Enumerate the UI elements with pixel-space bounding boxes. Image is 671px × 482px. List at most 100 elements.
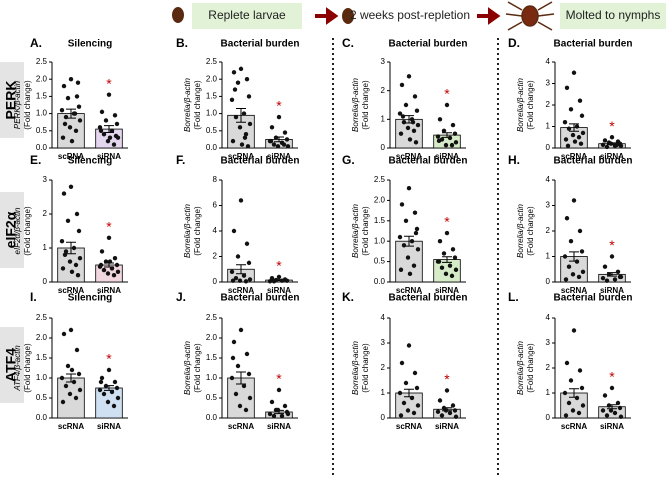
- data-point: [562, 120, 568, 125]
- y-axis-label: Borrelia/β-actin: [351, 340, 360, 394]
- data-point: [103, 259, 109, 264]
- data-point: [405, 255, 411, 260]
- y-tick-label: 0.0: [206, 143, 218, 152]
- x-tick-label: scRNA: [561, 286, 587, 295]
- data-point: [279, 413, 285, 419]
- data-point: [568, 107, 574, 112]
- data-point: [563, 413, 569, 418]
- data-point: [97, 125, 103, 130]
- data-point: [106, 367, 112, 373]
- data-point: [65, 218, 71, 223]
- data-point: [403, 380, 409, 386]
- panel-letter: K.: [342, 290, 354, 304]
- data-point: [571, 328, 577, 333]
- x-tick-label: siRNA: [435, 152, 459, 161]
- data-point: [59, 375, 65, 381]
- data-point: [435, 409, 441, 414]
- data-point: [617, 405, 623, 411]
- panel-title: Silencing: [68, 39, 112, 50]
- y-axis-label: Borrelia/β-actin: [183, 203, 192, 257]
- data-point: [271, 279, 277, 284]
- data-point: [398, 413, 404, 418]
- data-point: [244, 351, 250, 357]
- y-axis-label: (Fold change): [193, 80, 202, 130]
- data-point: [612, 277, 618, 282]
- row-labels: PERK eIF2α ATF4: [0, 62, 24, 403]
- data-point: [109, 389, 115, 395]
- y-tick-label: 4: [546, 175, 551, 184]
- panel-letter: L.: [508, 290, 519, 304]
- data-point: [604, 144, 610, 150]
- panel-letter: A.: [30, 36, 42, 50]
- data-point: [618, 274, 624, 280]
- data-point: [238, 66, 244, 72]
- data-point: [114, 121, 120, 127]
- data-point: [284, 278, 290, 283]
- y-axis-label: (Fold change): [526, 80, 535, 130]
- data-point: [77, 118, 83, 123]
- data-point: [577, 228, 583, 234]
- data-point: [574, 395, 580, 401]
- y-tick-label: 1.0: [36, 109, 48, 118]
- y-tick-label: 2.0: [36, 333, 48, 342]
- data-point: [449, 142, 455, 148]
- data-point: [406, 343, 412, 348]
- panel: B. Bacterial burden Borrelia/β-actin (Fold …: [176, 36, 299, 161]
- y-tick-label: 2.5: [206, 57, 218, 66]
- y-tick-label: 1.5: [374, 216, 386, 225]
- data-point: [268, 138, 274, 144]
- data-point: [562, 254, 568, 259]
- x-tick-label: siRNA: [600, 152, 624, 161]
- data-point: [76, 104, 82, 109]
- data-point: [443, 142, 449, 148]
- panel-title: Silencing: [68, 156, 112, 167]
- data-point: [401, 243, 407, 248]
- data-point: [400, 114, 406, 119]
- x-tick-label: scRNA: [396, 286, 422, 295]
- data-point: [69, 367, 75, 373]
- x-tick-label: siRNA: [97, 152, 121, 161]
- data-point: [608, 141, 614, 146]
- data-point: [98, 379, 104, 385]
- data-point: [450, 247, 456, 252]
- data-point: [229, 97, 235, 103]
- y-axis-label: (Fold change): [361, 343, 370, 393]
- data-point: [246, 94, 252, 99]
- data-point: [233, 275, 239, 281]
- data-point: [237, 278, 243, 283]
- data-point: [570, 132, 576, 138]
- data-point: [269, 275, 275, 281]
- data-point: [435, 134, 441, 139]
- data-point: [61, 191, 67, 196]
- data-point: [230, 138, 236, 144]
- data-point: [452, 255, 458, 260]
- data-point: [571, 70, 577, 75]
- data-point: [609, 135, 615, 140]
- y-tick-label: 2: [546, 226, 551, 235]
- stage-box: [192, 3, 302, 29]
- data-point: [269, 399, 275, 405]
- data-point: [436, 138, 442, 144]
- y-tick-label: 1.0: [206, 373, 218, 382]
- data-point: [399, 360, 405, 366]
- data-point: [285, 144, 291, 149]
- data-point: [452, 131, 458, 136]
- significance: *: [276, 258, 282, 274]
- data-point: [450, 122, 456, 128]
- data-point: [602, 393, 608, 398]
- nymph-icon: [505, 1, 555, 31]
- data-point: [99, 375, 105, 381]
- row-label: ATF4: [3, 348, 19, 382]
- data-point: [453, 140, 459, 145]
- data-point: [238, 327, 244, 333]
- data-point: [398, 267, 404, 272]
- x-tick-label: scRNA: [396, 422, 422, 431]
- y-axis-label: Borrelia/β-actin: [516, 77, 525, 131]
- data-point: [578, 141, 584, 146]
- data-point: [68, 327, 74, 333]
- data-point: [577, 98, 583, 103]
- panel: H. Bacterial burden Borrelia/β-actin (Fold …: [508, 153, 632, 295]
- data-point: [103, 118, 109, 123]
- panel-title: Bacterial burden: [554, 39, 633, 50]
- data-point: [401, 120, 407, 125]
